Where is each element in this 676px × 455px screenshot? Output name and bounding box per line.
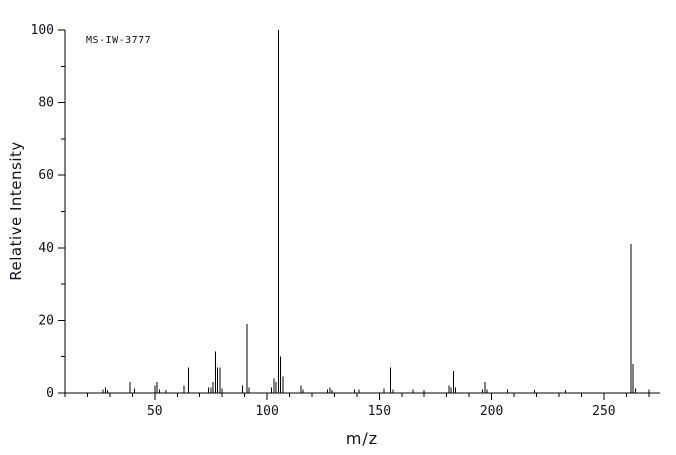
x-tick-label: 200: [480, 404, 503, 419]
x-tick-label: 250: [592, 404, 615, 419]
x-tick-label: 100: [255, 404, 278, 419]
y-axis-title: Relative Intensity: [7, 141, 25, 281]
x-tick-label: 150: [368, 404, 391, 419]
y-tick-label: 20: [38, 313, 54, 328]
x-tick-label: 50: [147, 404, 163, 419]
y-tick-label: 100: [31, 23, 54, 38]
y-tick-label: 40: [38, 241, 54, 256]
y-tick-label: 60: [38, 168, 54, 183]
x-axis-title: m/z: [345, 429, 379, 448]
y-tick-label: 0: [46, 386, 54, 401]
y-tick-label: 80: [38, 96, 54, 111]
spectrum-id-label: MS-IW-3777: [86, 35, 152, 46]
